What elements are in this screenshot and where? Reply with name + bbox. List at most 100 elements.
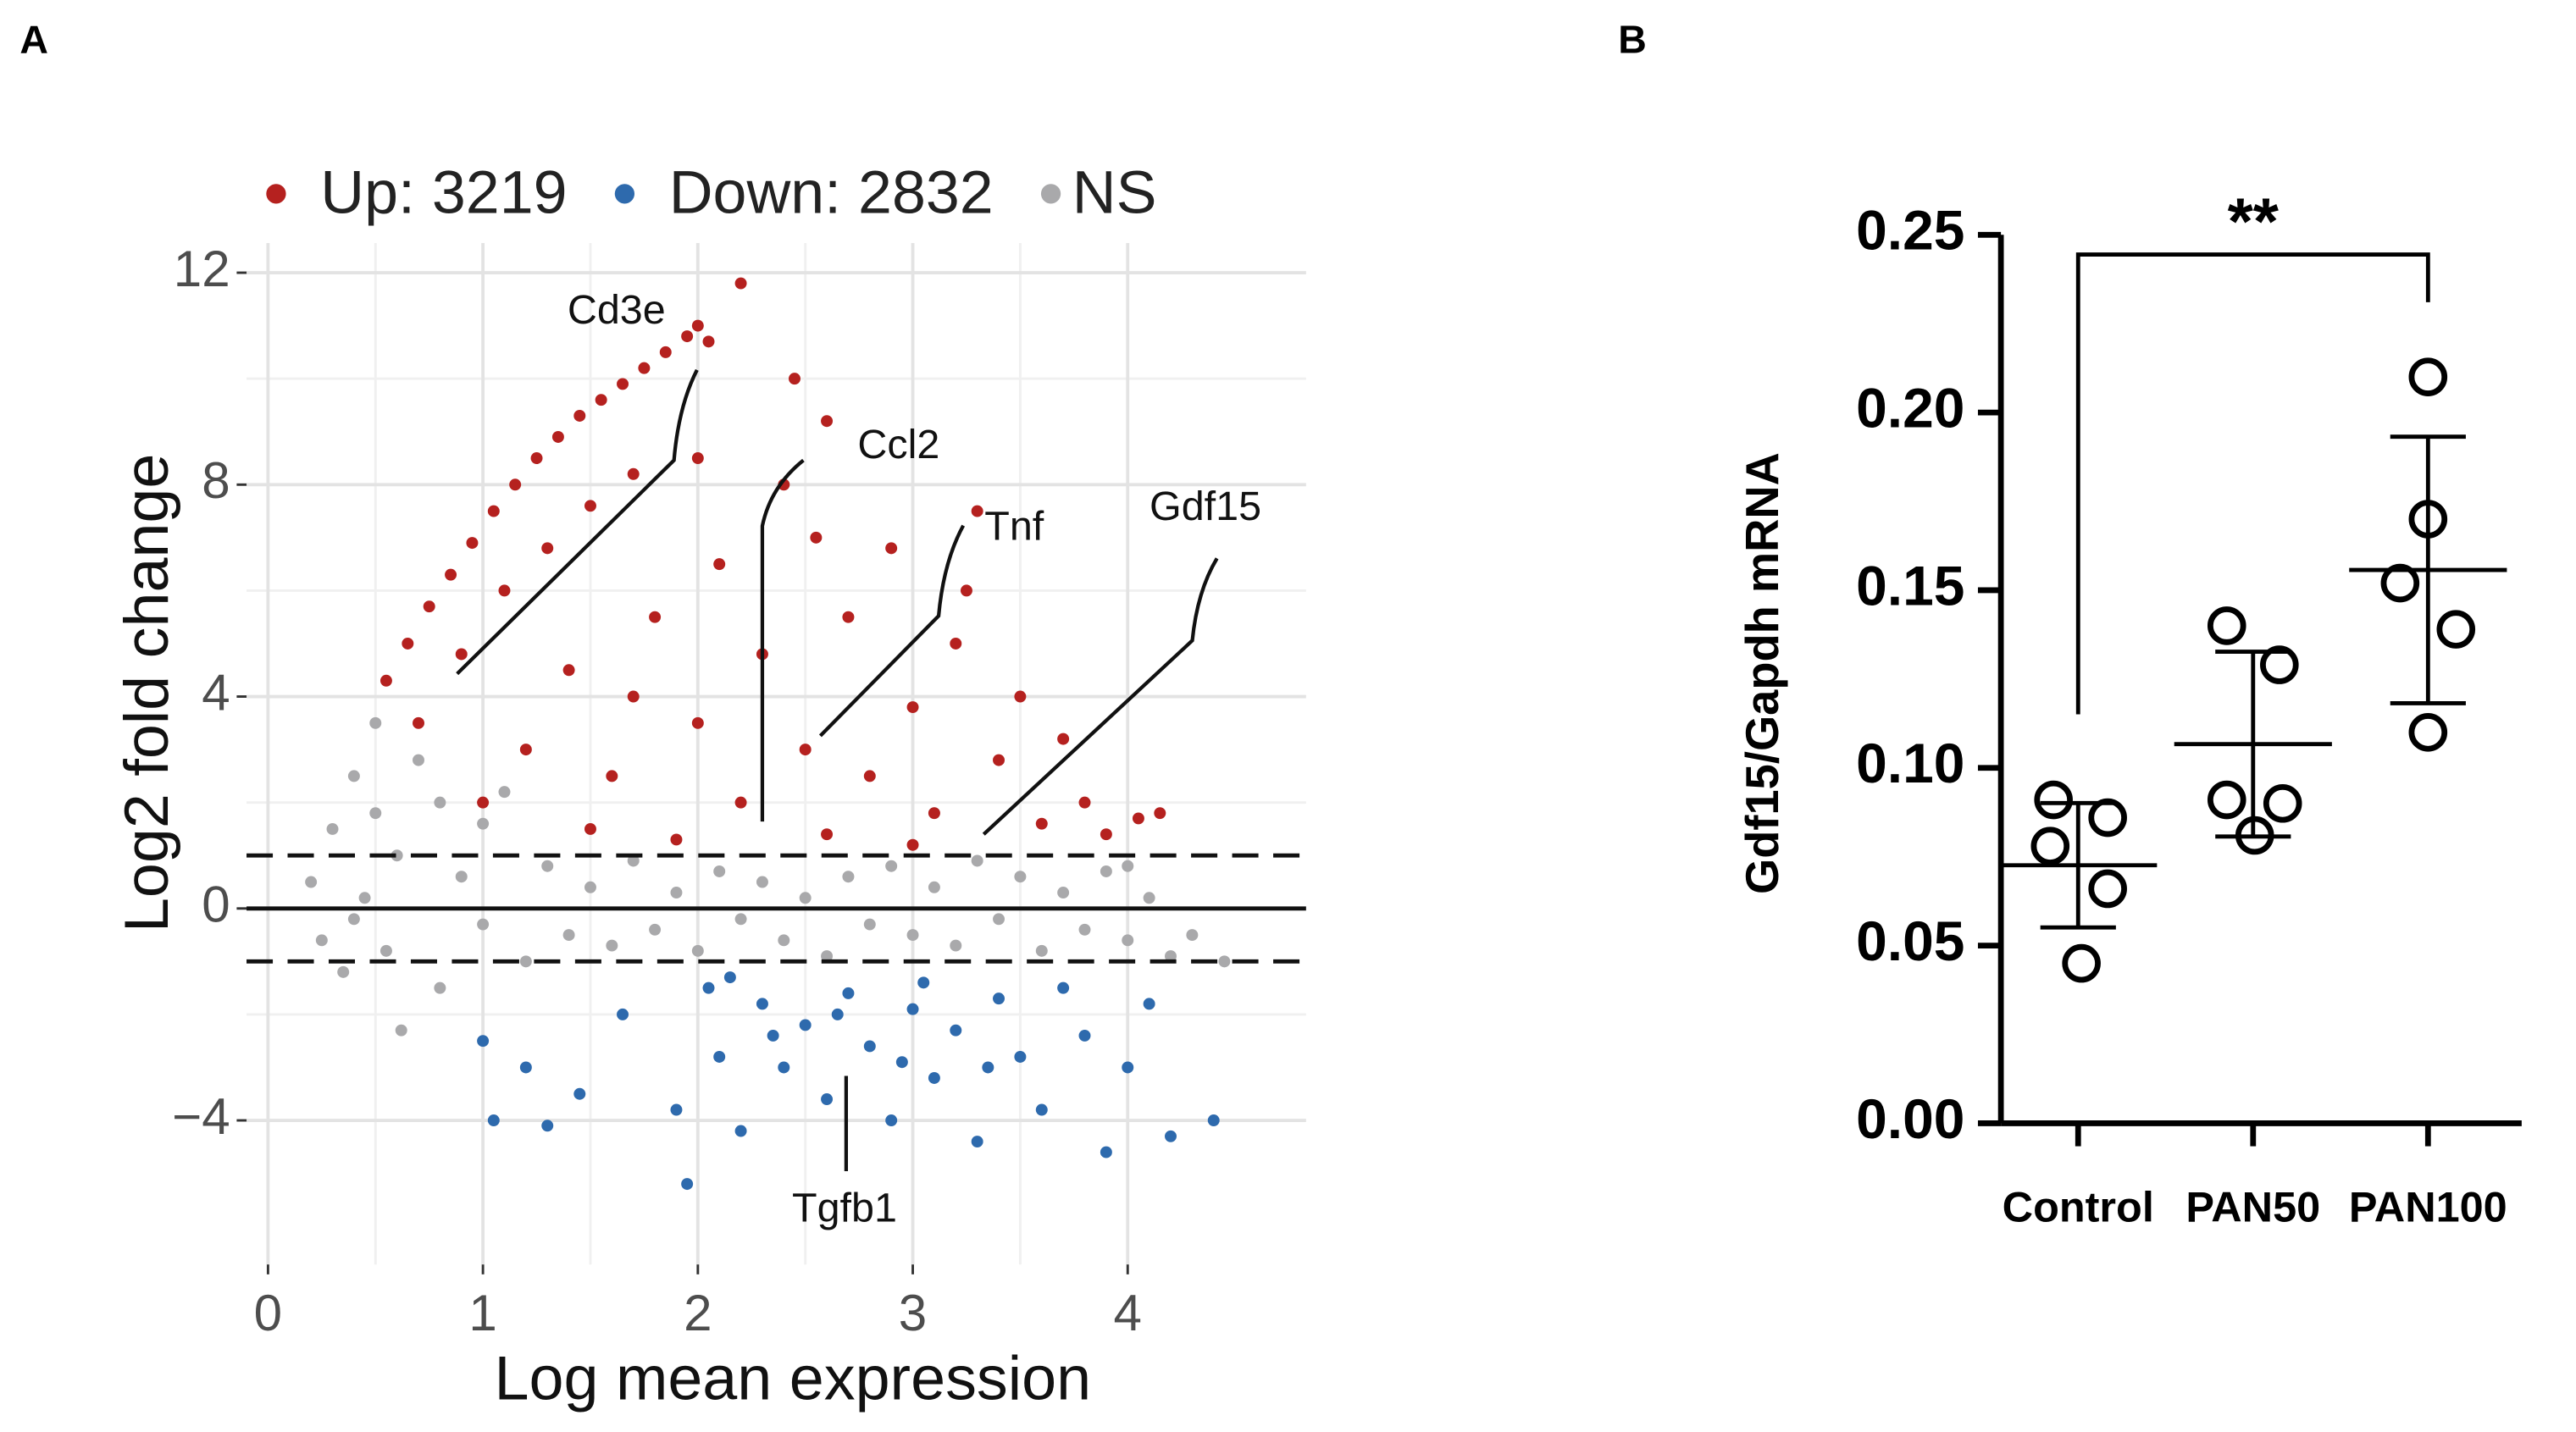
point <box>2408 500 2448 539</box>
point <box>1035 944 1048 957</box>
point <box>1057 887 1070 898</box>
y-tick-label: 0.15 <box>1856 554 1964 616</box>
point <box>1057 733 1070 745</box>
panel-label: B <box>1618 18 1647 62</box>
point <box>2260 645 2299 684</box>
point <box>1014 690 1027 703</box>
point <box>595 394 607 406</box>
point <box>477 918 490 931</box>
point <box>821 828 834 841</box>
point <box>713 558 726 571</box>
legend-label: NS <box>1072 159 1157 227</box>
point <box>369 807 382 820</box>
point <box>670 833 683 846</box>
point <box>413 716 424 729</box>
point <box>659 346 672 358</box>
point <box>928 1072 940 1084</box>
point <box>541 542 554 555</box>
point <box>885 1114 898 1127</box>
y-tick-label: 0.10 <box>1856 732 1964 794</box>
point <box>487 1114 500 1127</box>
point <box>821 950 834 963</box>
point <box>455 648 468 661</box>
y-tick-label: −4 <box>172 1088 230 1145</box>
y-tick-label: 8 <box>202 452 230 509</box>
point <box>487 505 500 517</box>
point <box>691 716 704 729</box>
point <box>810 531 823 544</box>
point <box>950 637 962 650</box>
y-tick-label: 0.25 <box>1856 199 1964 262</box>
point <box>1143 892 1155 904</box>
point <box>756 876 768 888</box>
point <box>627 854 640 867</box>
point <box>2235 816 2274 855</box>
y-tick-label: 0.00 <box>1856 1087 1964 1150</box>
point <box>519 1061 532 1074</box>
point <box>906 929 919 942</box>
legend-swatch <box>614 184 635 204</box>
point <box>649 611 662 623</box>
point <box>347 770 360 782</box>
point <box>906 701 919 714</box>
y-tick-label: 0.20 <box>1856 377 1964 440</box>
point <box>573 409 586 422</box>
point <box>799 892 812 904</box>
point <box>778 1061 790 1074</box>
point <box>369 716 382 729</box>
annotation-label: Tnf <box>984 503 1044 549</box>
point <box>584 500 596 512</box>
point <box>734 1125 747 1137</box>
point <box>2408 713 2448 752</box>
point <box>315 934 328 947</box>
point <box>917 976 930 989</box>
y-tick-label: 0.05 <box>1856 910 1964 972</box>
point <box>2088 869 2127 909</box>
point <box>691 944 704 957</box>
x-tick-label: 4 <box>1114 1285 1142 1341</box>
y-tick-label: 0 <box>202 876 230 933</box>
point <box>993 754 1005 766</box>
point <box>1100 828 1112 841</box>
point <box>702 335 715 348</box>
point <box>2062 943 2101 983</box>
point <box>434 796 446 809</box>
point <box>434 981 446 994</box>
point <box>455 871 468 883</box>
point <box>617 378 629 390</box>
point <box>2436 610 2476 649</box>
point <box>347 913 360 926</box>
point <box>541 1120 554 1132</box>
point <box>466 537 479 550</box>
annotation-leader <box>818 524 966 738</box>
point <box>1035 817 1048 830</box>
annotation-label: Tgfb1 <box>792 1185 897 1230</box>
point <box>562 664 575 677</box>
y-axis-title: Gdf15/Gapdh mRNA <box>1737 452 1788 894</box>
point <box>734 277 747 290</box>
point <box>2380 563 2420 603</box>
point <box>649 923 662 936</box>
point <box>691 452 704 464</box>
point <box>2030 827 2070 865</box>
point <box>617 1008 629 1020</box>
point <box>971 505 983 517</box>
point <box>1122 934 1134 947</box>
point <box>993 992 1005 1005</box>
point <box>477 796 490 809</box>
point <box>395 1024 407 1037</box>
point <box>551 431 564 443</box>
point <box>477 1035 490 1048</box>
point <box>982 1061 994 1074</box>
point <box>358 892 371 904</box>
point <box>799 1019 812 1031</box>
point <box>1207 1114 1220 1127</box>
point <box>337 965 350 978</box>
point <box>2207 606 2246 645</box>
y-axis-title: Log2 fold change <box>111 454 181 932</box>
point <box>2088 798 2127 838</box>
annotation-label: Cd3e <box>568 287 666 333</box>
point <box>2207 780 2246 820</box>
point <box>305 876 318 888</box>
point <box>670 887 683 898</box>
